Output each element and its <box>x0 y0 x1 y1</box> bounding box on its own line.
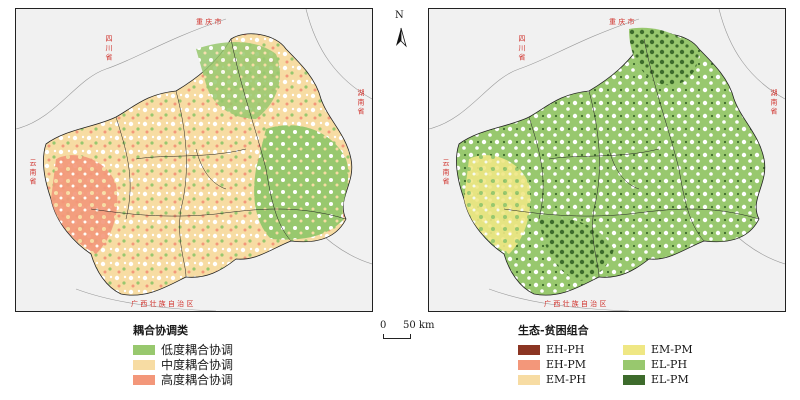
legend-item: 中度耦合协调 <box>133 357 233 372</box>
legend-label: EM-PM <box>651 343 693 356</box>
eco-poverty-map <box>429 9 785 311</box>
legend-swatch <box>518 374 540 385</box>
legend-label: 中度耦合协调 <box>161 358 234 372</box>
region-label-chongqing: 重 庆 市 <box>609 18 635 26</box>
region-label-sichuan: 四 川 省 <box>518 35 526 61</box>
region-label-hunan: 湖 南 省 <box>357 89 365 115</box>
legend-swatch <box>133 344 155 355</box>
legend-item: EH-PM <box>518 357 623 372</box>
region-label-sichuan: 四 川 省 <box>105 35 113 61</box>
legend-item: 低度耦合协调 <box>133 342 233 357</box>
eco-poverty-map-panel: 四 川 省 重 庆 市 湖 南 省 云 南 省 广 西 壮 族 自 治 区 <box>428 8 786 312</box>
coupling-legend: 耦合协调类 低度耦合协调 中度耦合协调 高度耦合协调 <box>133 322 233 387</box>
legend-label: 低度耦合协调 <box>161 343 234 357</box>
scale-bar-line <box>383 334 411 339</box>
legend-item: EH-PH <box>518 342 623 357</box>
legend-label: EL-PH <box>651 358 688 371</box>
region-label-yunnan: 云 南 省 <box>442 159 450 185</box>
coupling-map <box>16 9 372 311</box>
legend-item: EL-PH <box>623 357 728 372</box>
legend-item: EL-PM <box>623 372 728 387</box>
region-label-hunan: 湖 南 省 <box>770 89 778 115</box>
legend-label: EH-PM <box>546 358 587 371</box>
legend-swatch <box>133 374 155 385</box>
legend-item: 高度耦合协调 <box>133 372 233 387</box>
eco-poverty-legend: 生态-贫困组合 EH-PH EM-PM EH-PM EL-PH EM-PH EL… <box>518 322 768 387</box>
region-label-yunnan: 云 南 省 <box>29 159 37 185</box>
north-label: N <box>395 10 404 21</box>
legend-label: EM-PH <box>546 373 587 386</box>
scale-bar: 0 50 km <box>380 320 443 342</box>
province-boundaries <box>429 9 785 311</box>
legend-label: 高度耦合协调 <box>161 373 234 387</box>
legend-label: EL-PM <box>651 373 689 386</box>
legend-swatch <box>623 344 645 355</box>
region-label-guangxi: 广 西 壮 族 自 治 区 <box>544 300 607 308</box>
legend-title: 生态-贫困组合 <box>518 324 589 337</box>
scale-zero: 0 <box>380 320 387 331</box>
region-label-guangxi: 广 西 壮 族 自 治 区 <box>131 300 194 308</box>
coupling-map-panel: 四 川 省 重 庆 市 湖 南 省 云 南 省 广 西 壮 族 自 治 区 <box>15 8 373 312</box>
legend-item: EM-PH <box>518 372 623 387</box>
legend-title: 耦合协调类 <box>133 324 188 337</box>
district-boundaries <box>90 38 347 278</box>
legend-swatch <box>518 359 540 370</box>
legend-swatch <box>518 344 540 355</box>
legend-swatch <box>133 359 155 370</box>
legend-swatch <box>623 374 645 385</box>
legend-label: EH-PH <box>546 343 585 356</box>
legend-item: EM-PM <box>623 342 728 357</box>
district-boundaries <box>503 38 760 278</box>
legend-swatch <box>623 359 645 370</box>
scale-distance: 50 km <box>403 320 435 331</box>
north-arrow-icon <box>396 27 407 48</box>
region-label-chongqing: 重 庆 市 <box>196 18 222 26</box>
guizhou-outline <box>456 33 766 296</box>
